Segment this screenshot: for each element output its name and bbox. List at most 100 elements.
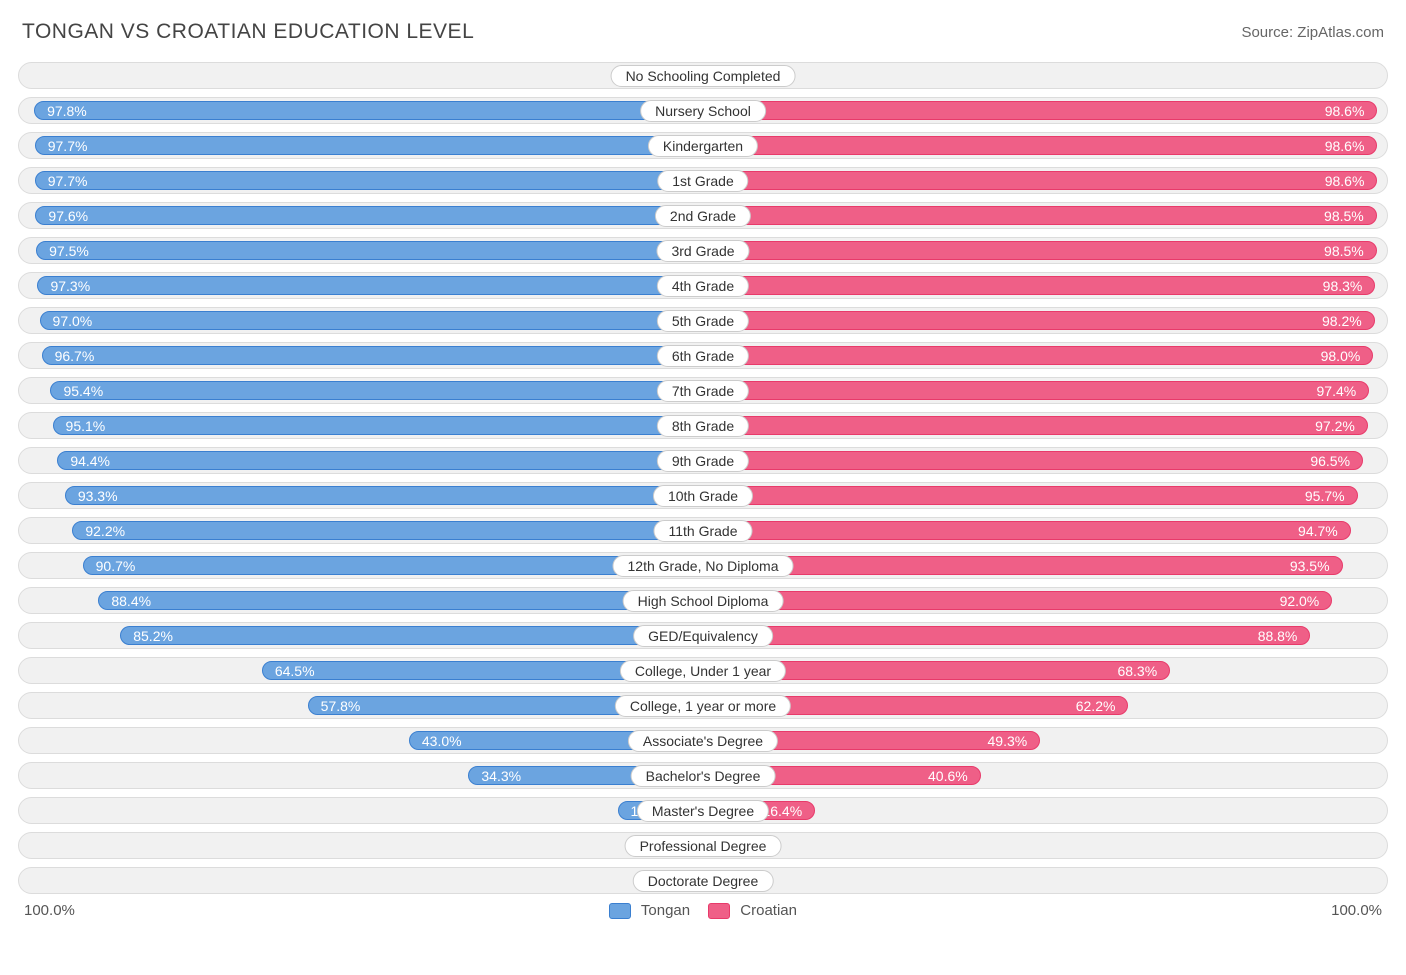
category-label: No Schooling Completed [611, 65, 796, 87]
bar-right: 98.0% [703, 346, 1373, 365]
value-right: 94.7% [1286, 522, 1350, 539]
category-label: Doctorate Degree [633, 870, 774, 892]
bar-left: 97.6% [35, 206, 703, 225]
bar-left: 97.5% [36, 241, 703, 260]
value-right: 88.8% [1246, 627, 1310, 644]
category-label: GED/Equivalency [633, 625, 773, 647]
value-right: 68.3% [1105, 662, 1169, 679]
category-label: 4th Grade [657, 275, 749, 297]
chart-row: 92.2% 94.7% 11th Grade [18, 517, 1388, 544]
legend-label-right: Croatian [740, 902, 797, 919]
chart-title: TONGAN VS CROATIAN EDUCATION LEVEL [22, 20, 474, 44]
chart-row: 88.4%92.0%High School Diploma [18, 587, 1388, 614]
chart-row: 94.4%96.5%9th Grade [18, 447, 1388, 474]
chart-footer: 100.0% Tongan Croatian 100.0% [18, 902, 1388, 919]
value-right: 93.5% [1278, 557, 1342, 574]
bar-left: 93.3% [65, 486, 703, 505]
chart-row: 3.7%4.9%Professional Degree [18, 832, 1388, 859]
value-left: 85.2% [121, 627, 185, 644]
axis-left-max: 100.0% [24, 902, 75, 919]
category-label: Nursery School [640, 100, 766, 122]
category-label: 1st Grade [657, 170, 748, 192]
chart-row: 97.7% 98.6%Kindergarten [18, 132, 1388, 159]
chart-row: 93.3%95.7%10th Grade [18, 482, 1388, 509]
value-left: 64.5% [263, 662, 327, 679]
legend-swatch-right [708, 903, 730, 919]
chart-row: 97.7% 98.6%1st Grade [18, 167, 1388, 194]
value-left: 97.5% [37, 242, 101, 259]
chart-row: 95.1%97.2%8th Grade [18, 412, 1388, 439]
value-left: 97.7% [36, 172, 100, 189]
bar-left: 97.0% [40, 311, 703, 330]
bar-right: 98.6% [703, 136, 1377, 155]
value-right: 98.6% [1313, 102, 1377, 119]
value-right: 95.7% [1293, 487, 1357, 504]
value-right: 98.5% [1312, 242, 1376, 259]
value-left: 95.4% [51, 382, 115, 399]
value-right: 98.5% [1312, 207, 1376, 224]
category-label: 11th Grade [653, 520, 752, 542]
chart-row: 97.3%98.3%4th Grade [18, 272, 1388, 299]
axis-right-max: 100.0% [1331, 902, 1382, 919]
value-left: 43.0% [410, 732, 474, 749]
bar-right: 92.0% [703, 591, 1332, 610]
category-label: College, 1 year or more [615, 695, 791, 717]
value-left: 95.1% [54, 417, 118, 434]
value-left: 97.0% [41, 312, 105, 329]
bar-left: 88.4% [98, 591, 703, 610]
chart-row: 1.7%2.0%Doctorate Degree [18, 867, 1388, 894]
bar-left: 97.8% [34, 101, 703, 120]
bar-left: 96.7% [42, 346, 703, 365]
value-left: 92.2% [73, 522, 137, 539]
value-left: 97.8% [35, 102, 99, 119]
chart-row: 2.3%1.5%No Schooling Completed [18, 62, 1388, 89]
category-label: Master's Degree [637, 800, 769, 822]
value-right: 97.2% [1303, 417, 1367, 434]
diverging-bar-chart: 2.3%1.5%No Schooling Completed 97.8% 98.6%… [18, 62, 1388, 894]
value-left: 97.7% [36, 137, 100, 154]
bar-right: 96.5% [703, 451, 1363, 470]
bar-right: 98.6% [703, 101, 1377, 120]
bar-left: 97.7% [35, 136, 703, 155]
chart-header: TONGAN VS CROATIAN EDUCATION LEVEL Sourc… [18, 20, 1388, 44]
value-left: 97.6% [36, 207, 100, 224]
value-left: 90.7% [84, 557, 148, 574]
bar-right: 98.6% [703, 171, 1377, 190]
legend-item-right: Croatian [708, 902, 797, 919]
bar-left: 97.7% [35, 171, 703, 190]
value-left: 34.3% [469, 767, 533, 784]
value-right: 49.3% [976, 732, 1040, 749]
chart-row: 64.5% 68.3% College, Under 1 year [18, 657, 1388, 684]
bar-right: 97.2% [703, 416, 1368, 435]
value-right: 97.4% [1305, 382, 1369, 399]
category-label: Bachelor's Degree [631, 765, 776, 787]
chart-row: 97.8% 98.6% Nursery School [18, 97, 1388, 124]
chart-row: 85.2% 88.8% GED/Equivalency [18, 622, 1388, 649]
legend-swatch-left [609, 903, 631, 919]
category-label: 3rd Grade [656, 240, 749, 262]
category-label: Professional Degree [625, 835, 782, 857]
chart-row: 95.4% 97.4% 7th Grade [18, 377, 1388, 404]
value-right: 98.2% [1310, 312, 1374, 329]
value-left: 96.7% [43, 347, 107, 364]
bar-right: 97.4% [703, 381, 1369, 400]
chart-row: 43.0%49.3%Associate's Degree [18, 727, 1388, 754]
value-left: 97.3% [38, 277, 102, 294]
chart-row: 12.5%16.4%Master's Degree [18, 797, 1388, 824]
chart-source: Source: ZipAtlas.com [1241, 24, 1384, 41]
chart-row: 96.7%98.0%6th Grade [18, 342, 1388, 369]
legend: Tongan Croatian [609, 902, 797, 919]
bar-left: 85.2% [120, 626, 703, 645]
category-label: College, Under 1 year [620, 660, 786, 682]
bar-right: 88.8% [703, 626, 1310, 645]
category-label: 9th Grade [657, 450, 749, 472]
bar-left: 95.1% [53, 416, 703, 435]
category-label: Kindergarten [648, 135, 758, 157]
value-left: 93.3% [66, 487, 130, 504]
bar-left: 95.4% [50, 381, 703, 400]
bar-left: 90.7% [83, 556, 703, 575]
category-label: 7th Grade [657, 380, 749, 402]
bar-right: 93.5% [703, 556, 1343, 575]
value-right: 62.2% [1064, 697, 1128, 714]
bar-left: 92.2% [72, 521, 703, 540]
